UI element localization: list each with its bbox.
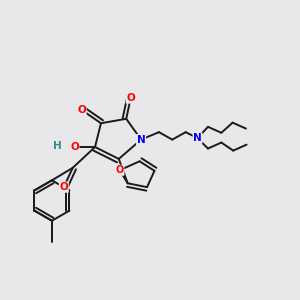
Text: O: O bbox=[77, 105, 86, 115]
Text: O: O bbox=[59, 182, 68, 192]
Text: H: H bbox=[53, 140, 62, 151]
Text: O: O bbox=[126, 93, 135, 103]
Text: O: O bbox=[116, 165, 124, 175]
Text: N: N bbox=[193, 133, 202, 143]
Text: N: N bbox=[137, 135, 146, 145]
Text: O: O bbox=[70, 142, 79, 152]
